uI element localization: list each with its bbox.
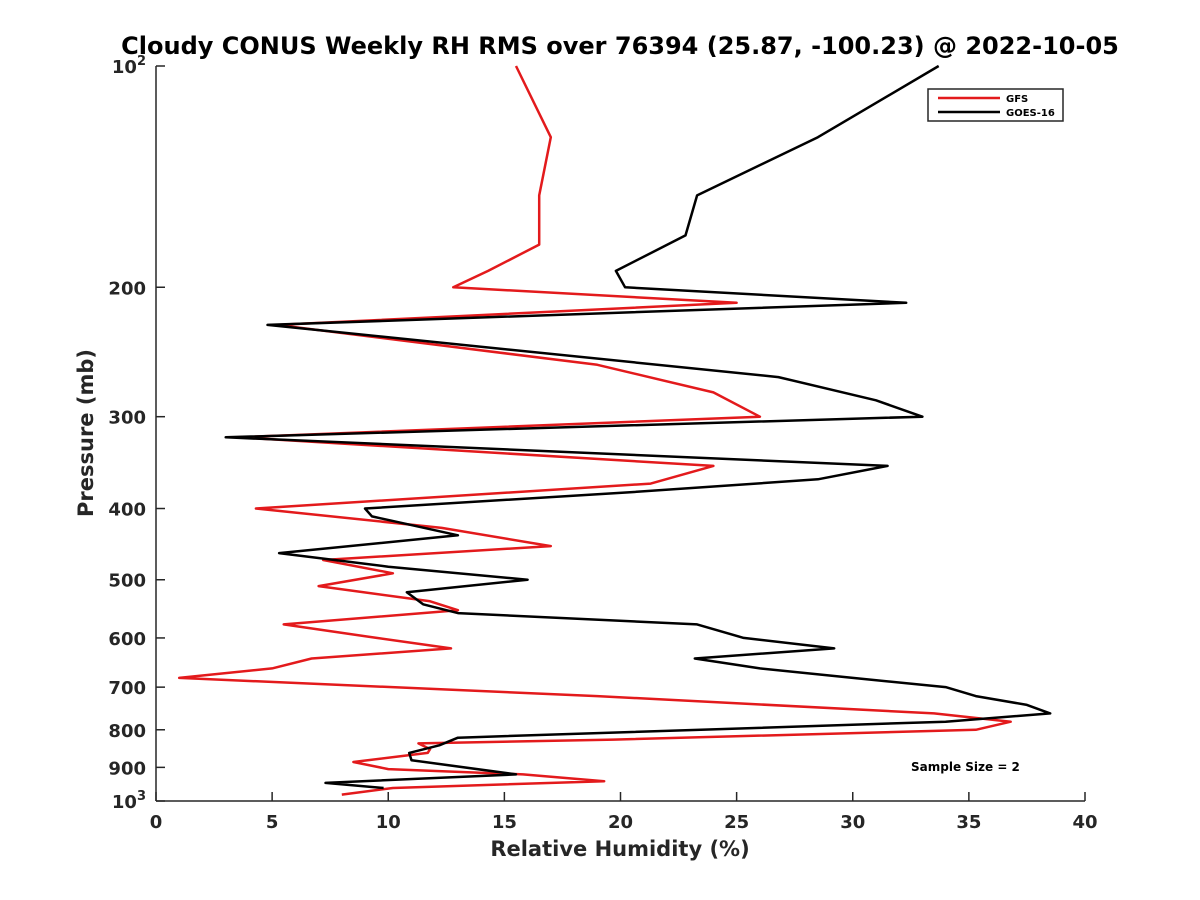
x-axis-label: Relative Humidity (%) [490,837,749,861]
x-tick-label: 20 [608,812,633,833]
y-tick-label: 500 [108,571,146,592]
y-axis-label: Pressure (mb) [74,349,98,517]
x-tick-label: 15 [492,812,517,833]
x-tick-label: 5 [266,812,279,833]
y-tick-label: 600 [108,629,146,650]
y-ticks: 102 200 300 400 500 600 700 800 900 103 [108,54,165,813]
x-tick-label: 35 [956,812,981,833]
legend-label-gfs: GFS [1006,94,1028,105]
series-line-goes16 [224,64,1052,790]
x-tick-label: 40 [1072,812,1097,833]
chart-title: Cloudy CONUS Weekly RH RMS over 76394 (2… [121,32,1119,60]
y-tick-label: 800 [108,721,146,742]
y-tick-label: 103 [112,789,146,813]
series-layer [177,64,1052,796]
x-tick-label: 30 [840,812,865,833]
legend-label-goes16: GOES-16 [1006,108,1055,119]
x-ticks: 0 5 10 15 20 25 30 35 40 [150,792,1098,833]
y-tick-label: 200 [108,278,146,299]
y-tick-label: 400 [108,500,146,521]
y-tick-label: 900 [108,758,146,779]
sample-size-annotation: Sample Size = 2 [911,760,1020,774]
axes [155,66,1085,802]
y-tick-label: 102 [112,54,146,78]
x-tick-label: 25 [724,812,749,833]
legend: GFS GOES-16 [927,88,1064,122]
x-tick-label: 0 [150,812,163,833]
series-line-gfs [177,65,1012,796]
y-tick-label: 700 [108,678,146,699]
legend-box [927,88,1064,122]
x-tick-label: 10 [376,812,401,833]
y-tick-label: 300 [108,408,146,429]
